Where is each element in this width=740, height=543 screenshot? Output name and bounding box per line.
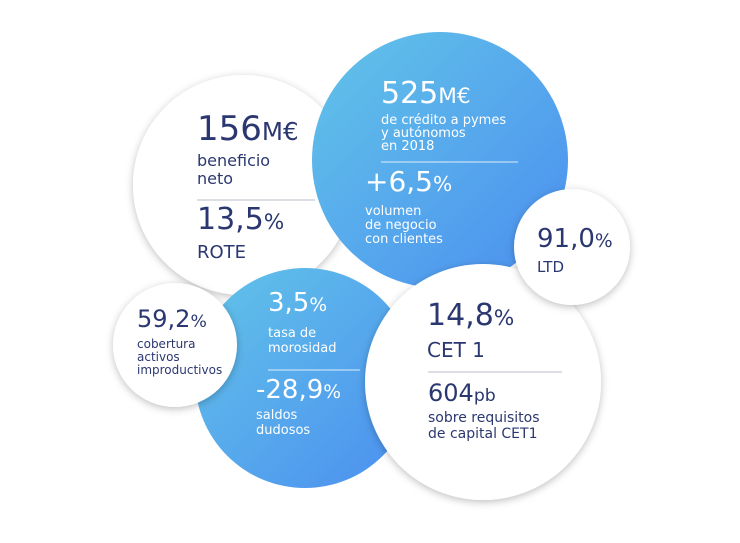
bubble-circle bbox=[195, 268, 415, 488]
metric-label: de negocio bbox=[365, 218, 437, 233]
bubble-circle bbox=[514, 189, 630, 305]
metric-label: con clientes bbox=[365, 232, 443, 247]
metric-unit: % bbox=[309, 295, 327, 316]
metric-value: 156 bbox=[197, 109, 262, 149]
metric-unit: % bbox=[595, 231, 613, 252]
metric-unit: % bbox=[264, 210, 285, 235]
metric-label: sobre requisitos bbox=[428, 410, 540, 426]
bubble: 91,0% LTD bbox=[514, 189, 630, 305]
metric-value: 91,0 bbox=[537, 224, 595, 254]
metric: 13,5% bbox=[197, 202, 284, 237]
metric-label: dudosos bbox=[256, 423, 310, 438]
metric-label: CET 1 bbox=[427, 338, 485, 362]
metric-label: volumen bbox=[365, 204, 421, 219]
metric: +6,5% bbox=[365, 165, 452, 198]
metric-label: morosidad bbox=[268, 341, 337, 356]
bubble-circle bbox=[312, 32, 568, 288]
metric-label: activos bbox=[137, 350, 180, 364]
metric: 3,5% bbox=[268, 288, 327, 318]
metric: 525M€ bbox=[381, 76, 471, 111]
metric-value: 604 bbox=[428, 379, 474, 407]
bubble-circle bbox=[113, 283, 237, 407]
metric-value: +6,5 bbox=[365, 165, 433, 198]
metric: 14,8% bbox=[427, 298, 514, 333]
metric-label: neto bbox=[197, 169, 233, 188]
metric-label: saldos bbox=[256, 408, 298, 423]
metric-label: LTD bbox=[537, 258, 564, 276]
metric-unit: M€ bbox=[262, 117, 299, 146]
metric-value: 14,8 bbox=[427, 298, 494, 333]
metric-value: 59,2 bbox=[137, 305, 190, 333]
metric-label: improductivos bbox=[137, 363, 222, 377]
metric-value: 3,5 bbox=[268, 288, 309, 318]
metric: 91,0% bbox=[537, 224, 613, 254]
metric-label: ROTE bbox=[197, 242, 246, 263]
metric: 604pb bbox=[428, 379, 496, 407]
metric-unit: M€ bbox=[438, 84, 470, 109]
metric-label: de crédito a pymes bbox=[381, 113, 506, 128]
metric: 156M€ bbox=[197, 109, 299, 149]
metric: -28,9% bbox=[256, 375, 341, 405]
metric-label: beneficio bbox=[197, 151, 270, 170]
bubble-circle bbox=[365, 264, 601, 500]
metric-unit: % bbox=[494, 306, 515, 331]
metric-unit: % bbox=[433, 172, 452, 196]
metric-unit: % bbox=[190, 312, 206, 332]
metric: 59,2% bbox=[137, 305, 207, 333]
metric-value: -28,9 bbox=[256, 375, 323, 405]
metric-label: de capital CET1 bbox=[428, 426, 538, 442]
metric-unit: pb bbox=[474, 386, 496, 406]
metric-value: 13,5 bbox=[197, 202, 264, 237]
metric-label: cobertura bbox=[137, 337, 195, 351]
metric-value: 525 bbox=[381, 76, 438, 111]
metric-label: y autónomos bbox=[381, 126, 466, 141]
metric-label: en 2018 bbox=[381, 139, 434, 154]
metric-label: tasa de bbox=[268, 326, 316, 341]
bubble-circle bbox=[133, 75, 353, 295]
metric-unit: % bbox=[323, 382, 341, 403]
